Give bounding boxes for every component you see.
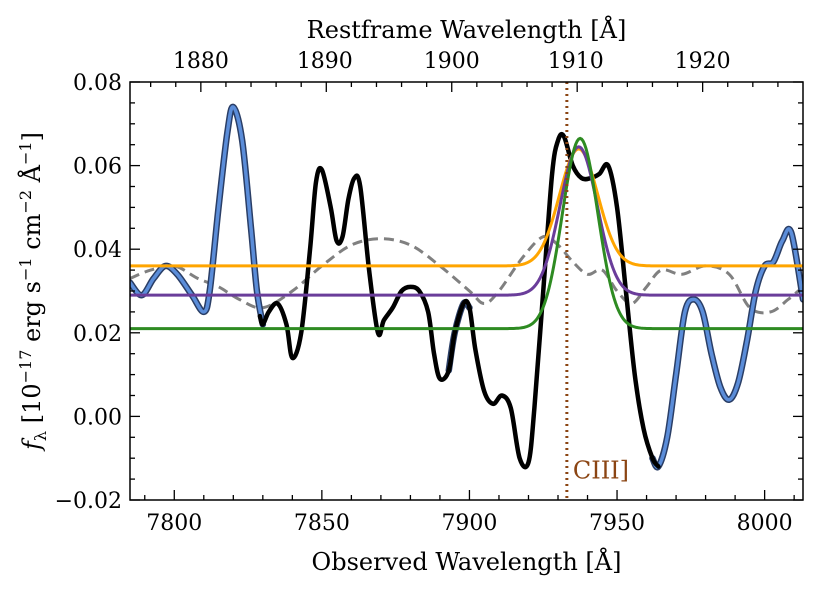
top-tick-label: 1880: [173, 49, 229, 74]
x-tick-label: 7850: [294, 511, 350, 536]
series-orange-gauss: [130, 147, 803, 268]
y-axis-title: fλ [10−17 erg s−1 cm−2 Å−1]: [16, 132, 50, 452]
x-tick-label: 8000: [737, 511, 793, 536]
series-green-gauss: [130, 136, 803, 331]
plot-frame: [129, 81, 804, 501]
y-tick-label: 0.08: [73, 71, 122, 96]
ticks: [130, 81, 803, 501]
axes-frame: [129, 81, 804, 501]
labels: CIII] 7800 7850 7900 7950 8000 −0.02 0.00 0.02 0.…: [16, 15, 793, 576]
y-tick-label: 0.04: [73, 238, 122, 263]
series-blue-highlight-2: [650, 227, 803, 470]
y-tick-label: 0.00: [73, 405, 122, 430]
x-axis-title: Observed Wavelength [Å]: [312, 547, 622, 576]
x-tick-label: 7900: [441, 511, 497, 536]
top-tick-label: 1910: [548, 49, 604, 74]
plot-area: [130, 82, 803, 500]
y-tick-label: −0.02: [55, 489, 122, 514]
top-axis-title: Restframe Wavelength [Å]: [307, 15, 627, 44]
ciii-annotation: CIII]: [573, 457, 629, 485]
series-black: [257, 131, 661, 470]
x-tick-label: 7800: [146, 511, 202, 536]
top-tick-label: 1900: [424, 49, 480, 74]
series-gray-dashed: [130, 234, 803, 315]
x-tick-label: 7950: [589, 511, 645, 536]
top-tick-label: 1920: [675, 49, 731, 74]
y-tick-label: 0.06: [73, 155, 122, 180]
series-blue-highlight-0: [130, 105, 265, 327]
series-purple-gauss: [130, 145, 803, 297]
y-tick-label: 0.02: [73, 322, 122, 347]
top-tick-label: 1890: [297, 49, 353, 74]
